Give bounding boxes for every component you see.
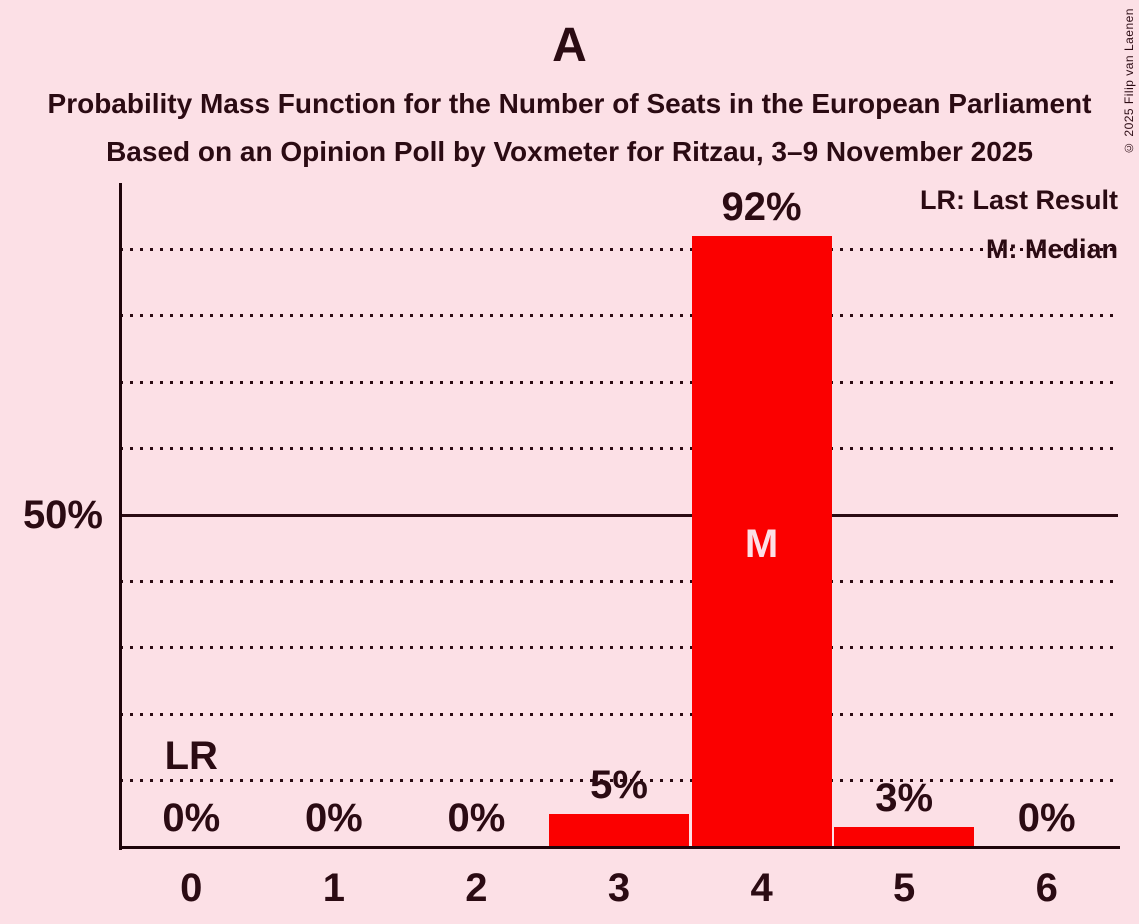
chart-subtitle-line1: Probability Mass Function for the Number…	[47, 88, 1092, 119]
chart-subtitle-line2: Based on an Opinion Poll by Voxmeter for…	[106, 136, 1033, 167]
gridline-40pct	[120, 579, 1118, 583]
x-axis-label-0: 0	[180, 866, 203, 910]
y-axis-line	[119, 183, 122, 850]
x-axis-label-1: 1	[322, 866, 345, 910]
plot-area: 0% 0% 0% 5% 92% 3% 0% LR M	[120, 183, 1118, 847]
gridline-30pct	[120, 646, 1118, 650]
bar-seats-3	[549, 813, 689, 847]
x-axis-label-6: 6	[1035, 866, 1058, 910]
gridline-10pct	[120, 779, 1118, 783]
median-label: M	[744, 522, 779, 566]
gridline-60pct	[120, 447, 1118, 451]
gridline-90pct	[120, 247, 1118, 251]
x-axis-label-4: 4	[750, 866, 773, 910]
copyright-notice: © 2025 Filip van Laenen	[1122, 8, 1136, 155]
last-result-label: LR	[164, 734, 218, 778]
gridline-80pct	[120, 314, 1118, 318]
bar-value-label-0: 0%	[162, 796, 221, 840]
bar-value-label-1: 0%	[304, 796, 363, 840]
gridline-50pct-solid	[120, 513, 1118, 517]
x-axis-label-3: 3	[607, 866, 631, 910]
legend-last-result: LR: Last Result	[919, 185, 1118, 215]
bar-seats-4	[691, 236, 832, 847]
page-title: A	[552, 19, 587, 72]
gridline-20pct	[120, 712, 1118, 716]
x-axis-label-5: 5	[893, 866, 916, 910]
bar-value-label-6: 0%	[1017, 796, 1076, 840]
bar-value-label-3: 5%	[590, 762, 648, 807]
chart-legend: LR: Last Result M: Median	[920, 176, 1118, 274]
gridline-70pct	[120, 380, 1118, 384]
bar-value-label-4: 92%	[721, 185, 802, 230]
bar-value-label-2: 0%	[447, 796, 506, 840]
bar-value-label-5: 3%	[875, 776, 934, 821]
x-axis-line	[119, 846, 1120, 849]
y-axis-label-50: 50%	[22, 493, 103, 537]
x-axis-labels: 0 1 2 3 4 5 6	[120, 866, 1118, 914]
bar-seats-5	[834, 827, 975, 847]
x-axis-label-2: 2	[465, 866, 488, 910]
